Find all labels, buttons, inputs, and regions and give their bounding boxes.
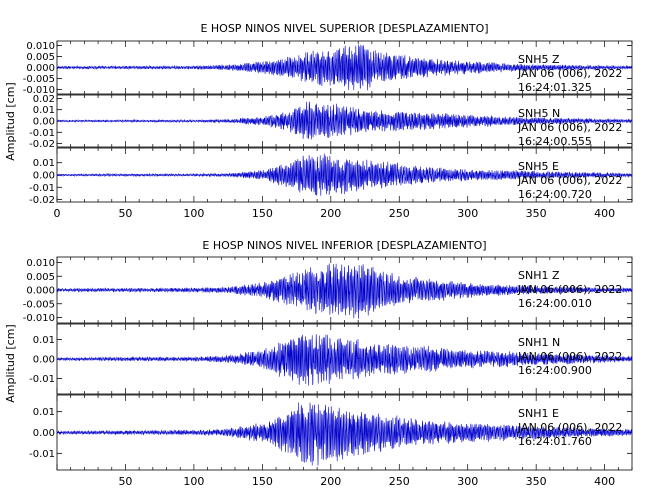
station-component: SNH5 N	[518, 107, 560, 120]
y-axis-label: Amplitud [cm]	[4, 324, 17, 402]
chart-title: E HOSP NINOS NIVEL INFERIOR [DESPLAZAMIE…	[202, 239, 486, 252]
y-tick-label: -0.01	[29, 374, 55, 385]
x-tick-label: 400	[594, 475, 615, 488]
y-tick-label: 0.01	[33, 158, 55, 169]
y-tick-label: 0.005	[26, 272, 55, 283]
y-tick-label: 0.01	[33, 105, 55, 116]
record-date: JAN 06 (006), 2022	[517, 283, 622, 296]
x-tick-label: 300	[457, 475, 478, 488]
lower-level-chart: E HOSP NINOS NIVEL INFERIOR [DESPLAZAMIE…	[4, 239, 633, 488]
station-component: SNH1 Z	[518, 269, 560, 282]
y-tick-label: -0.01	[29, 449, 55, 460]
x-tick-label: 50	[118, 207, 132, 220]
record-time: 16:24:00.010	[518, 297, 592, 310]
waveform-trace	[56, 44, 633, 91]
y-tick-label: 0.00	[33, 355, 55, 366]
y-tick-label: -0.005	[23, 299, 55, 310]
record-date: JAN 06 (006), 2022	[517, 174, 622, 187]
waveform-trace	[56, 101, 633, 140]
y-tick-label: -0.02	[29, 139, 55, 150]
y-tick-label: -0.010	[23, 313, 55, 324]
y-axis-label: Amplitud [cm]	[4, 82, 17, 160]
y-tick-label: -0.01	[29, 183, 55, 194]
waveform-trace	[56, 402, 633, 466]
x-tick-label: 100	[183, 207, 204, 220]
upper-level-chart: E HOSP NINOS NIVEL SUPERIOR [DESPLAZAMIE…	[4, 22, 633, 220]
y-tick-label: -0.02	[29, 195, 55, 206]
y-tick-label: 0.01	[33, 407, 55, 418]
y-tick-label: 0.01	[33, 335, 55, 346]
x-tick-label: 400	[594, 207, 615, 220]
y-tick-label: -0.01	[29, 128, 55, 139]
y-tick-label: -0.005	[23, 74, 55, 85]
y-tick-label: 0.000	[26, 286, 55, 297]
waveform-trace	[56, 153, 633, 196]
y-tick-label: -0.010	[23, 85, 55, 96]
x-tick-label: 350	[526, 475, 547, 488]
y-tick-label: 0.010	[26, 258, 55, 269]
x-tick-label: 250	[389, 475, 410, 488]
y-tick-label: 0.00	[33, 428, 55, 439]
record-time: 16:24:01.325	[518, 81, 592, 94]
record-time: 16:24:00.720	[518, 188, 592, 201]
record-date: JAN 06 (006), 2022	[517, 67, 622, 80]
waveform-trace	[56, 334, 633, 386]
station-component: SNH5 Z	[518, 53, 560, 66]
y-tick-label: 0.00	[33, 117, 55, 128]
record-date: JAN 06 (006), 2022	[517, 350, 622, 363]
y-tick-label: 0.005	[26, 52, 55, 63]
x-tick-label: 200	[320, 475, 341, 488]
x-tick-label: 200	[320, 207, 341, 220]
station-component: SNH1 E	[518, 407, 559, 420]
y-tick-label: 0.02	[33, 94, 55, 105]
station-component: SNH5 E	[518, 160, 559, 173]
x-tick-label: 150	[252, 207, 273, 220]
x-tick-label: 250	[389, 207, 410, 220]
record-time: 16:24:01.760	[518, 435, 592, 448]
waveform-trace	[56, 263, 633, 319]
record-date: JAN 06 (006), 2022	[517, 421, 622, 434]
record-date: JAN 06 (006), 2022	[517, 121, 622, 134]
chart-title: E HOSP NINOS NIVEL SUPERIOR [DESPLAZAMIE…	[200, 22, 488, 35]
y-tick-label: 0.00	[33, 171, 55, 182]
y-tick-label: 0.000	[26, 63, 55, 74]
record-time: 16:24:00.555	[518, 135, 592, 148]
x-tick-label: 100	[183, 475, 204, 488]
record-time: 16:24:00.900	[518, 364, 592, 377]
x-tick-label: 50	[118, 475, 132, 488]
x-tick-label: 150	[252, 475, 273, 488]
y-tick-label: 0.010	[26, 41, 55, 52]
x-tick-label: 300	[457, 207, 478, 220]
x-tick-label: 350	[526, 207, 547, 220]
x-tick-label: 0	[54, 207, 61, 220]
station-component: SNH1 N	[518, 336, 560, 349]
